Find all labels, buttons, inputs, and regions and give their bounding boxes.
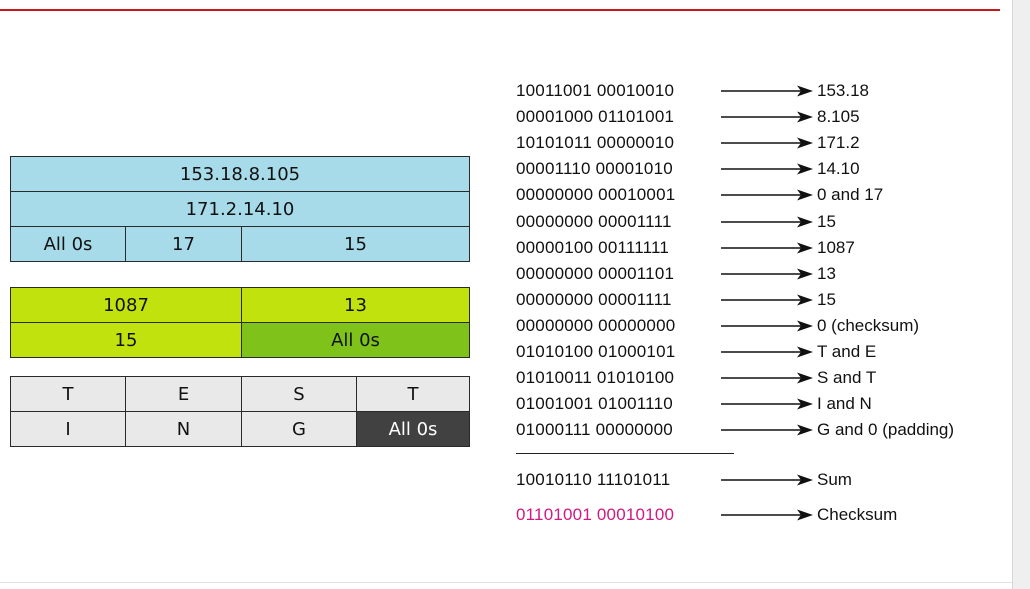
field-value: 153.18	[817, 81, 869, 101]
arrow-right-icon	[721, 242, 813, 254]
arrow-right-icon	[721, 111, 813, 123]
arrow-right-icon	[721, 346, 813, 358]
field-value: T and E	[817, 341, 877, 361]
calc-line: 00001110 00001010 14.10	[516, 156, 1006, 182]
bits-value: 00000000 00001111	[516, 289, 672, 309]
arrow-right-icon	[721, 85, 813, 97]
source-port-cell: 1087	[10, 287, 242, 323]
arrow-right-icon	[721, 474, 813, 486]
arrow-right-icon	[721, 137, 813, 149]
arrow-right-icon	[721, 163, 813, 175]
protocol-cell: 17	[125, 226, 242, 262]
arrow-right-icon	[721, 294, 813, 306]
ip-destination-row: 171.2.14.10	[10, 191, 470, 227]
calc-line: 00000000 00001111 15	[516, 287, 1006, 313]
field-value: 15	[817, 211, 836, 231]
udp-length-checksum-row: 15 All 0s	[10, 322, 470, 358]
arrow-right-icon	[721, 189, 813, 201]
arrow-right-icon	[721, 398, 813, 410]
calc-line: 00000000 00001101 13	[516, 261, 1006, 287]
source-ip-cell: 153.18.8.105	[10, 156, 470, 192]
data-row-1: T E S T	[10, 376, 470, 412]
ip-protocol-row: All 0s 17 15	[10, 226, 470, 262]
destination-port-cell: 13	[241, 287, 470, 323]
field-value: 1087	[817, 237, 855, 257]
data-cell: G	[241, 411, 357, 447]
data-cell: E	[125, 376, 242, 412]
calc-line: 10101011 00000010 171.2	[516, 130, 1006, 156]
field-value: S and T	[817, 368, 877, 388]
data-row-2: I N G All 0s	[10, 411, 470, 447]
calc-line: 00000000 00000000 0 (checksum)	[516, 313, 1006, 339]
calc-line: 00000000 00001111 15	[516, 208, 1006, 234]
checksum-line: 01101001 00010100 Checksum	[516, 502, 1006, 528]
field-value: G and 0 (padding)	[817, 420, 955, 440]
sum-divider	[516, 453, 734, 454]
checksum-calculation: 10011001 00010010 153.18 00001000 011010…	[516, 78, 1006, 443]
ip-source-row: 153.18.8.105	[10, 156, 470, 192]
bits-value: 00001110 00001010	[516, 159, 673, 179]
bottom-rule	[0, 582, 1012, 583]
bits-value: 01000111 00000000	[516, 420, 673, 440]
field-value: I and N	[817, 394, 872, 414]
arrow-right-icon	[721, 424, 813, 436]
arrow-right-icon	[721, 372, 813, 384]
calc-line: 00000100 00111111 1087	[516, 235, 1006, 261]
data-cell: N	[125, 411, 242, 447]
udp-length-cell: 15	[241, 226, 470, 262]
data-cell: T	[10, 376, 126, 412]
bits-value: 00000100 00111111	[516, 237, 670, 257]
calc-line: 01010100 01000101 T and E	[516, 339, 1006, 365]
bits-value: 01010011 01010100	[516, 368, 675, 388]
bits-value: 00000000 00001101	[516, 263, 675, 283]
arrow-right-icon	[721, 216, 813, 228]
zero-field-cell: All 0s	[10, 226, 126, 262]
destination-ip-cell: 171.2.14.10	[10, 191, 470, 227]
field-value: 14.10	[817, 159, 860, 179]
bits-value: 00001000 01101001	[516, 107, 675, 127]
checksum-field-cell: All 0s	[241, 322, 470, 358]
scrollbar[interactable]	[1012, 0, 1030, 589]
data-cell: S	[241, 376, 357, 412]
padding-cell: All 0s	[356, 411, 470, 447]
field-value: 0 (checksum)	[817, 315, 920, 335]
udp-ports-row: 1087 13	[10, 287, 470, 323]
field-value: 171.2	[817, 133, 860, 153]
sum-line: 10010110 11101011 Sum	[516, 467, 1006, 493]
calc-line: 01000111 00000000 G and 0 (padding)	[516, 417, 1006, 443]
top-rule	[0, 9, 1000, 11]
checksum-label: Checksum	[817, 505, 898, 524]
calc-line: 00001000 01101001 8.105	[516, 104, 1006, 130]
data-cell: T	[356, 376, 470, 412]
bits-value: 01010100 01000101	[516, 341, 676, 361]
sum-bits: 10010110 11101011	[516, 470, 671, 489]
sum-label: Sum	[817, 470, 852, 489]
bits-value: 10101011 00000010	[516, 133, 675, 153]
checksum-bits: 01101001 00010100	[516, 505, 675, 524]
calc-line: 00000000 00010001 0 and 17	[516, 182, 1006, 208]
calc-line: 01001001 01001110 I and N	[516, 391, 1006, 417]
bits-value: 10011001 00010010	[516, 81, 675, 101]
data-cell: I	[10, 411, 126, 447]
arrow-right-icon	[721, 509, 813, 521]
bits-value: 01001001 01001110	[516, 394, 673, 414]
field-value: 0 and 17	[817, 185, 884, 205]
field-value: 13	[817, 263, 836, 283]
arrow-right-icon	[721, 320, 813, 332]
field-value: 15	[817, 289, 836, 309]
bits-value: 00000000 00000000	[516, 315, 676, 335]
bits-value: 00000000 00010001	[516, 185, 676, 205]
calc-line: 01010011 01010100 S and T	[516, 365, 1006, 391]
calc-line: 10011001 00010010 153.18	[516, 78, 1006, 104]
total-length-cell: 15	[10, 322, 242, 358]
bits-value: 00000000 00001111	[516, 211, 672, 231]
field-value: 8.105	[817, 107, 860, 127]
arrow-right-icon	[721, 268, 813, 280]
